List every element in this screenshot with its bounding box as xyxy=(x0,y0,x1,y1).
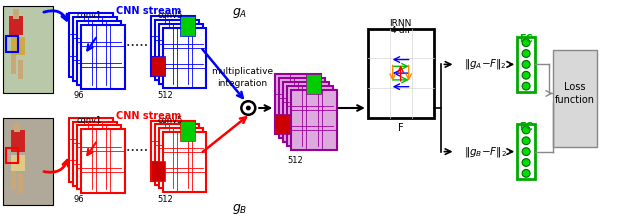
Bar xyxy=(6,36,19,52)
Text: 512: 512 xyxy=(158,195,173,204)
Text: 96: 96 xyxy=(74,195,84,204)
Bar xyxy=(163,28,207,88)
Text: $\|g_A\mathrm{-}F\|_2$: $\|g_A\mathrm{-}F\|_2$ xyxy=(464,57,507,71)
Bar xyxy=(81,129,125,193)
Circle shape xyxy=(522,39,530,47)
Text: Loss
function: Loss function xyxy=(555,82,595,105)
Bar xyxy=(553,50,596,147)
Bar xyxy=(81,25,125,89)
Bar xyxy=(3,6,53,93)
Text: 4-dir: 4-dir xyxy=(390,26,411,35)
Bar xyxy=(180,16,195,36)
Circle shape xyxy=(522,148,530,156)
Bar xyxy=(159,128,202,189)
Bar xyxy=(517,125,535,179)
Bar xyxy=(306,74,321,94)
Bar xyxy=(275,74,321,134)
Bar xyxy=(279,78,325,138)
Text: multiplicative
integration: multiplicative integration xyxy=(211,67,273,88)
Text: conv1: conv1 xyxy=(76,116,102,125)
Bar xyxy=(180,121,195,141)
Bar xyxy=(163,132,207,192)
Bar xyxy=(77,125,121,189)
Bar xyxy=(12,130,26,152)
Text: $g_A$: $g_A$ xyxy=(232,6,248,20)
Bar xyxy=(151,121,195,181)
Bar xyxy=(73,17,117,81)
Bar xyxy=(12,171,17,190)
Circle shape xyxy=(522,82,530,90)
Circle shape xyxy=(522,137,530,145)
Bar xyxy=(13,9,19,19)
Circle shape xyxy=(522,159,530,166)
Text: FC: FC xyxy=(519,122,533,132)
Bar xyxy=(155,125,198,185)
Circle shape xyxy=(522,71,530,79)
Bar xyxy=(517,37,535,92)
Bar xyxy=(151,161,165,181)
Text: 96: 96 xyxy=(74,91,84,100)
Text: CNN stream: CNN stream xyxy=(116,111,181,121)
Text: IRNN: IRNN xyxy=(390,19,412,28)
Bar xyxy=(287,86,333,146)
Bar xyxy=(155,20,198,80)
Bar xyxy=(151,56,165,76)
Bar xyxy=(69,118,113,182)
Text: conv5: conv5 xyxy=(158,116,183,125)
Text: 512: 512 xyxy=(287,156,303,165)
Text: $\|g_B\mathrm{-}F\|_2$: $\|g_B\mathrm{-}F\|_2$ xyxy=(464,145,507,159)
Bar xyxy=(3,118,53,205)
Bar xyxy=(73,122,117,185)
Bar xyxy=(19,60,23,79)
Bar xyxy=(291,90,337,150)
Bar xyxy=(77,21,121,85)
Bar xyxy=(12,37,26,55)
Text: CNN stream: CNN stream xyxy=(116,6,181,16)
Bar xyxy=(275,114,291,134)
Bar xyxy=(12,156,26,171)
Bar xyxy=(69,13,113,77)
Bar xyxy=(151,16,195,76)
Circle shape xyxy=(246,106,251,110)
Text: conv1: conv1 xyxy=(76,11,102,20)
Bar xyxy=(19,174,23,193)
Bar xyxy=(14,123,20,132)
Circle shape xyxy=(522,126,530,134)
Text: 512: 512 xyxy=(158,91,173,100)
Text: F: F xyxy=(398,123,403,132)
Text: FC: FC xyxy=(519,34,533,44)
Circle shape xyxy=(522,169,530,177)
Bar xyxy=(12,55,17,74)
Circle shape xyxy=(522,61,530,68)
Circle shape xyxy=(522,50,530,57)
Bar xyxy=(6,148,19,163)
Bar xyxy=(283,82,329,142)
Circle shape xyxy=(241,101,255,115)
Bar xyxy=(10,16,23,35)
Text: conv5: conv5 xyxy=(158,11,183,20)
Text: $g_B$: $g_B$ xyxy=(232,202,248,216)
Bar xyxy=(368,29,433,118)
Bar xyxy=(159,24,202,84)
